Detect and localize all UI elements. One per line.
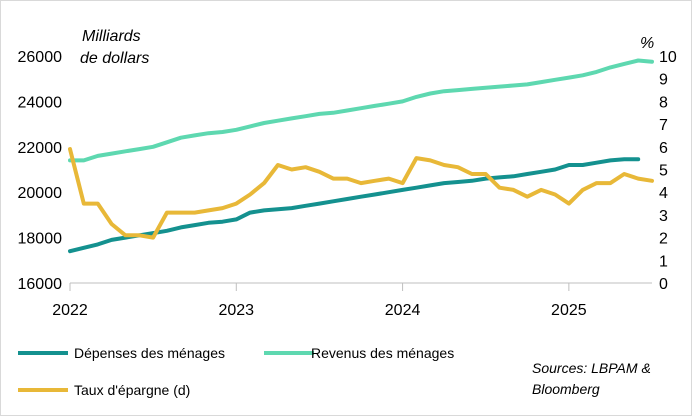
left-tick-label: 22000: [18, 140, 63, 157]
left-tick-label: 16000: [18, 276, 63, 293]
series-line-depenses: [68, 157, 641, 254]
left-tick-label: 20000: [18, 185, 63, 202]
right-tick-label: 10: [659, 49, 677, 66]
right-tick-label: 1: [659, 253, 668, 270]
x-axis-ticks: 2022 2023 2024 2025: [52, 283, 587, 319]
x-tick-label: 2023: [218, 302, 254, 319]
right-tick-label: 3: [659, 208, 668, 225]
series-line-revenus: [68, 58, 654, 163]
legend-label-depenses: Dépenses des ménages: [74, 345, 225, 361]
source-line1: Sources: LBPAM &: [532, 360, 651, 376]
right-tick-label: 0: [659, 276, 668, 293]
left-axis-ticks: 16000 18000 20000 22000 24000 26000: [18, 49, 63, 293]
right-tick-label: 4: [659, 185, 668, 202]
series-lines: [68, 58, 654, 254]
right-tick-label: 6: [659, 140, 668, 157]
left-unit-label-line2: de dollars: [80, 50, 149, 67]
right-unit-label: %: [640, 35, 654, 52]
left-tick-label: 18000: [18, 231, 63, 248]
legend: Dépenses des ménages Revenus des ménages…: [18, 345, 454, 398]
left-tick-label: 24000: [18, 94, 63, 111]
right-tick-label: 5: [659, 163, 668, 180]
right-tick-label: 7: [659, 117, 668, 134]
legend-label-revenus: Revenus des ménages: [311, 345, 454, 361]
x-tick-label: 2024: [385, 302, 421, 319]
right-tick-label: 8: [659, 94, 668, 111]
right-tick-label: 9: [659, 72, 668, 89]
left-tick-label: 26000: [18, 49, 63, 66]
x-tick-label: 2025: [551, 302, 587, 319]
right-axis-ticks: 0 1 2 3 4 5 6 7 8 9 10: [659, 49, 677, 293]
left-unit-label-line1: Milliards: [82, 28, 141, 45]
x-tick-label: 2022: [52, 302, 88, 319]
right-tick-label: 2: [659, 231, 668, 248]
series-line-epargne: [68, 147, 654, 240]
legend-label-epargne: Taux d'épargne (d): [74, 382, 190, 398]
source-line2: Bloomberg: [532, 381, 600, 397]
